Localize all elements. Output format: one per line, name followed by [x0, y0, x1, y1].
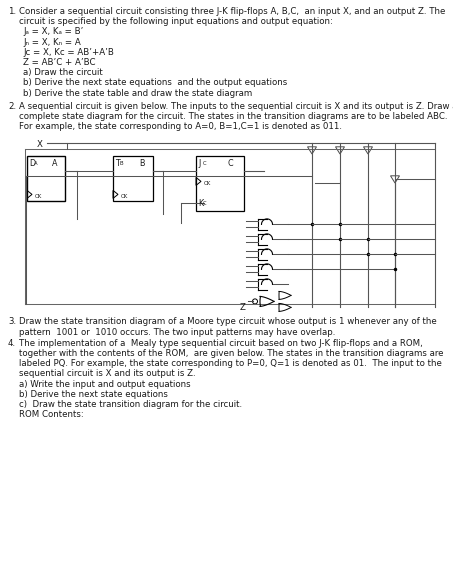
Text: CK: CK: [121, 194, 128, 199]
Text: a) Write the input and output equations: a) Write the input and output equations: [19, 380, 191, 389]
Text: Z: Z: [240, 303, 246, 312]
FancyBboxPatch shape: [196, 156, 244, 212]
Text: b) Derive the next state equations  and the output equations: b) Derive the next state equations and t…: [23, 78, 287, 87]
Text: D: D: [29, 159, 35, 168]
Text: a) Draw the circuit: a) Draw the circuit: [23, 68, 103, 77]
Text: complete state diagram for the circuit. The states in the transition diagrams ar: complete state diagram for the circuit. …: [19, 112, 448, 121]
Text: T: T: [115, 159, 120, 168]
Text: Draw the state transition diagram of a Moore type circuit whose output is 1 when: Draw the state transition diagram of a M…: [19, 317, 437, 326]
FancyBboxPatch shape: [113, 156, 153, 201]
Text: A sequential circuit is given below. The inputs to the sequential circuit is X a: A sequential circuit is given below. The…: [19, 102, 453, 111]
Text: ROM Contents:: ROM Contents:: [19, 410, 84, 419]
Text: 3.: 3.: [8, 317, 16, 326]
Text: c)  Draw the state transition diagram for the circuit.: c) Draw the state transition diagram for…: [19, 400, 242, 409]
Text: labeled PQ. For example, the state corresponding to P=0, Q=1 is denoted as 01.  : labeled PQ. For example, the state corre…: [19, 359, 442, 368]
Text: A: A: [34, 161, 37, 166]
Text: CK: CK: [204, 181, 211, 187]
Text: 2.: 2.: [8, 102, 16, 111]
Text: sequential circuit is X and its output is Z.: sequential circuit is X and its output i…: [19, 370, 196, 378]
Text: B: B: [120, 161, 124, 166]
Text: C: C: [228, 159, 234, 168]
Text: 1.: 1.: [8, 7, 16, 16]
Text: Consider a sequential circuit consisting three J-K flip-flops A, B,C,  an input : Consider a sequential circuit consisting…: [19, 7, 445, 16]
Text: 4.: 4.: [8, 339, 16, 348]
Text: B: B: [139, 159, 145, 168]
Text: A: A: [52, 159, 58, 168]
FancyBboxPatch shape: [27, 156, 65, 201]
Text: circuit is specified by the following input equations and output equation:: circuit is specified by the following in…: [19, 17, 333, 26]
Text: C: C: [202, 161, 206, 166]
Text: Jᴄ = X, Kᴄ = AB’+A’B: Jᴄ = X, Kᴄ = AB’+A’B: [23, 48, 114, 57]
Text: pattern  1001 or  1010 occurs. The two input patterns may have overlap.: pattern 1001 or 1010 occurs. The two inp…: [19, 328, 335, 336]
Text: The implementation of a  Mealy type sequential circuit based on two J-K flip-flo: The implementation of a Mealy type seque…: [19, 339, 423, 348]
Text: For example, the state corresponding to A=0, B=1,C=1 is denoted as 011.: For example, the state corresponding to …: [19, 122, 342, 131]
Text: X: X: [37, 141, 43, 149]
Text: CK: CK: [35, 194, 42, 199]
Text: C: C: [203, 201, 207, 206]
Text: Jₙ = X, Kₙ = A: Jₙ = X, Kₙ = A: [23, 37, 81, 47]
Text: b) Derive the state table and draw the state diagram: b) Derive the state table and draw the s…: [23, 89, 252, 97]
Text: Z = AB’C + A’BC: Z = AB’C + A’BC: [23, 58, 96, 67]
Text: K: K: [198, 199, 203, 208]
Text: together with the contents of the ROM,  are given below. The states in the trans: together with the contents of the ROM, a…: [19, 349, 443, 358]
Text: J: J: [198, 159, 200, 168]
Text: b) Derive the next state equations: b) Derive the next state equations: [19, 390, 168, 399]
Text: Jₐ = X, Kₐ = B’: Jₐ = X, Kₐ = B’: [23, 27, 83, 36]
